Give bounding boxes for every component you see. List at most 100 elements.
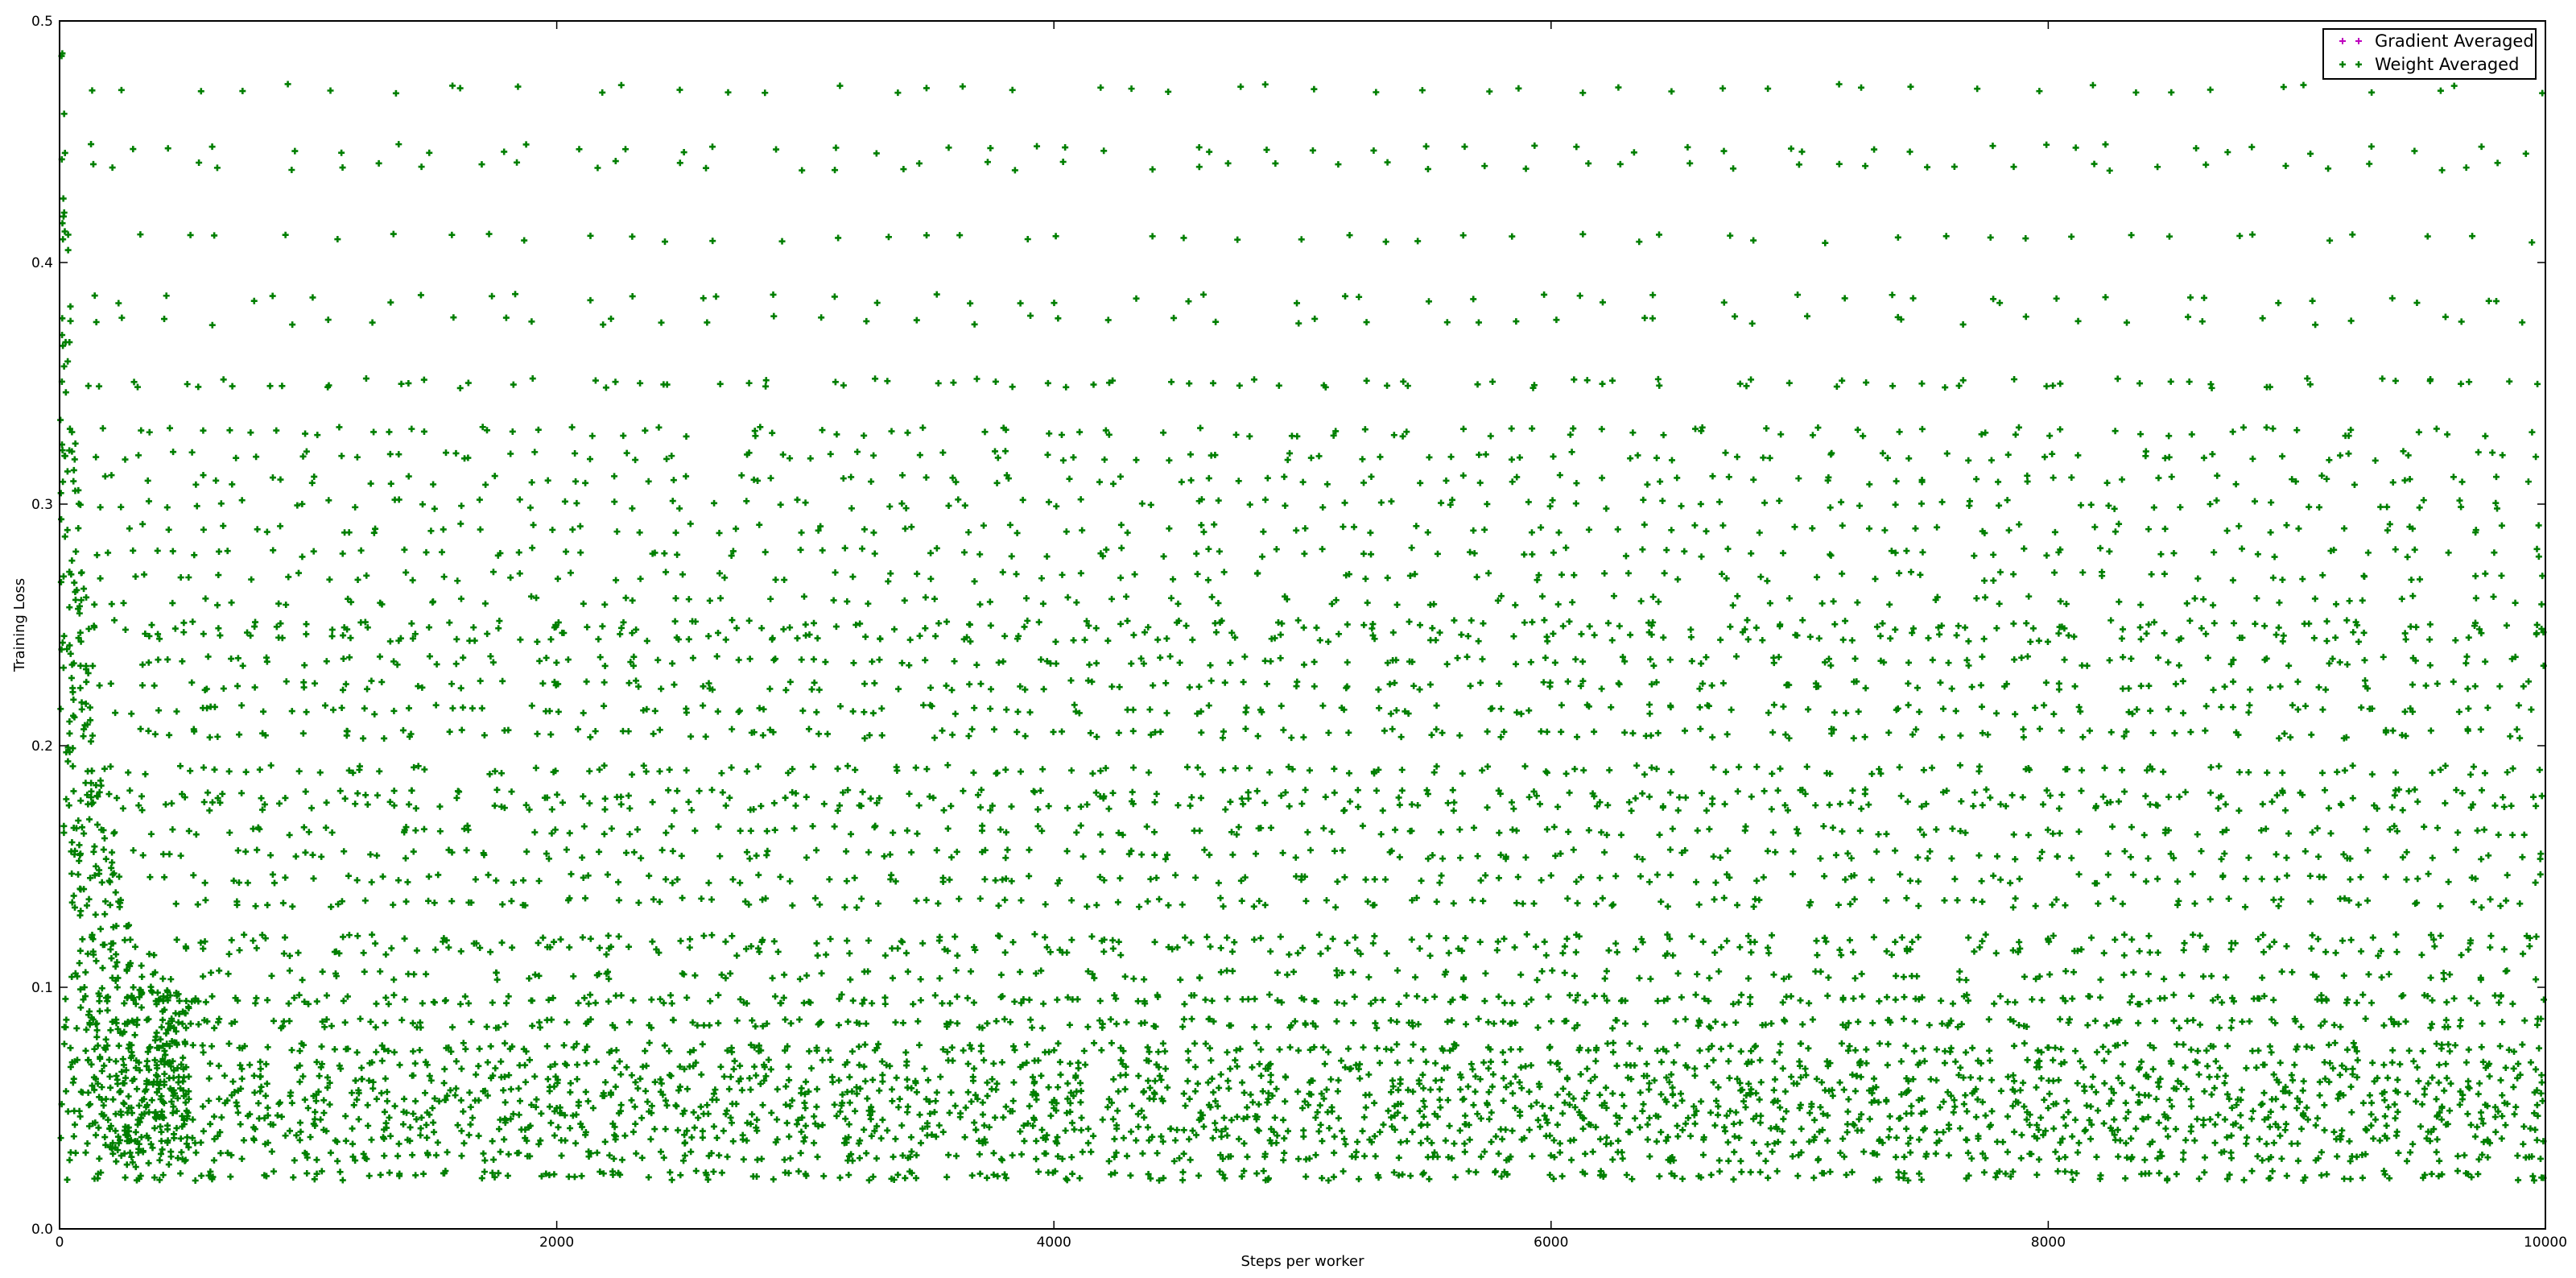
weight-averaged-point (1066, 475, 1073, 482)
weight-averaged-point (425, 897, 432, 904)
weight-averaged-point (1624, 1074, 1632, 1082)
weight-averaged-point (1906, 877, 1913, 884)
weight-averaged-point (1538, 524, 1545, 531)
weight-averaged-point (762, 383, 770, 390)
weight-averaged-point (815, 686, 823, 693)
weight-averaged-point (340, 933, 347, 941)
weight-averaged-point (1858, 1110, 1865, 1118)
weight-averaged-point (1838, 952, 1845, 959)
weight-averaged-point (500, 1086, 507, 1094)
weight-averaged-point (258, 795, 265, 802)
weight-averaged-point (1079, 527, 1086, 534)
weight-averaged-point (611, 473, 618, 480)
weight-averaged-point (1769, 770, 1776, 777)
weight-averaged-point (1808, 1103, 1815, 1110)
weight-averaged-point (1009, 1152, 1016, 1159)
weight-averaged-point (354, 576, 361, 583)
weight-averaged-point (244, 1112, 251, 1119)
weight-averaged-point (587, 232, 594, 239)
weight-averaged-point (786, 1155, 794, 1162)
weight-averaged-point (1836, 946, 1843, 953)
weight-averaged-point (320, 1097, 328, 1104)
weight-averaged-point (405, 379, 412, 387)
weight-averaged-point (767, 595, 774, 602)
weight-averaged-point (1668, 88, 1675, 95)
weight-averaged-point (995, 659, 1002, 666)
weight-averaged-point (1153, 875, 1160, 882)
weight-averaged-point (299, 553, 306, 560)
weight-averaged-point (604, 871, 611, 879)
weight-averaged-point (729, 876, 737, 883)
weight-averaged-point (1220, 767, 1227, 774)
weight-averaged-point (989, 802, 996, 809)
weight-averaged-point (665, 787, 672, 794)
weight-averaged-point (1554, 601, 1562, 608)
weight-averaged-point (786, 624, 794, 631)
weight-averaged-point (1344, 1045, 1352, 1053)
weight-averaged-point (965, 732, 972, 739)
weight-averaged-point (1769, 932, 1776, 939)
weight-averaged-point (642, 1062, 650, 1069)
weight-averaged-point (1577, 1071, 1584, 1078)
weight-averaged-point (815, 527, 822, 534)
weight-averaged-point (1228, 948, 1236, 955)
weight-averaged-point (1121, 1086, 1129, 1093)
weight-averaged-point (1821, 873, 1828, 880)
weight-averaged-point (154, 547, 161, 554)
weight-averaged-point (1150, 1089, 1158, 1096)
weight-averaged-point (1307, 846, 1315, 854)
weight-averaged-point (1711, 1018, 1719, 1025)
weight-averaged-point (1765, 1174, 1772, 1181)
weight-averaged-point (1856, 827, 1864, 834)
weight-averaged-point (268, 1148, 275, 1156)
weight-averaged-point (1897, 792, 1905, 800)
weight-averaged-point (686, 1063, 693, 1070)
weight-averaged-point (1340, 1135, 1348, 1143)
weight-averaged-point (1393, 1059, 1401, 1066)
weight-averaged-point (1720, 147, 1728, 155)
weight-averaged-point (1512, 602, 1519, 609)
weight-averaged-point (481, 1087, 489, 1094)
weight-averaged-point (449, 82, 456, 89)
weight-averaged-point (1641, 771, 1648, 778)
weight-averaged-point (629, 505, 636, 512)
weight-averaged-point (638, 1115, 646, 1122)
weight-averaged-point (415, 763, 422, 770)
weight-averaged-point (1424, 1153, 1431, 1160)
weight-averaged-point (526, 1122, 534, 1129)
weight-averaged-point (1384, 660, 1391, 667)
weight-averaged-point (1021, 1137, 1028, 1144)
weight-averaged-point (807, 999, 814, 1007)
weight-averaged-point (1647, 656, 1654, 663)
weight-averaged-point (1206, 851, 1213, 858)
weight-averaged-point (1603, 1134, 1610, 1141)
weight-averaged-point (105, 549, 112, 556)
weight-averaged-point (1495, 993, 1502, 1000)
weight-averaged-point (1884, 454, 1891, 461)
weight-averaged-point (1205, 702, 1212, 709)
weight-averaged-point (356, 766, 363, 773)
weight-averaged-point (1809, 1016, 1816, 1024)
weight-averaged-point (1299, 1105, 1306, 1111)
weight-averaged-point (1858, 970, 1865, 978)
weight-averaged-point (68, 974, 76, 981)
weight-averaged-point (538, 1110, 545, 1117)
weight-averaged-point (1124, 618, 1131, 625)
weight-averaged-point (1772, 849, 1779, 856)
weight-averaged-point (1212, 629, 1220, 636)
weight-averaged-point (408, 1072, 415, 1079)
weight-averaged-point (933, 846, 940, 854)
weight-averaged-point (295, 949, 302, 957)
weight-averaged-point (1418, 1122, 1425, 1129)
weight-averaged-point (1482, 451, 1489, 458)
weight-averaged-point (302, 849, 309, 856)
weight-averaged-point (819, 547, 826, 554)
weight-averaged-point (848, 1048, 856, 1055)
weight-averaged-point (524, 1152, 531, 1160)
weight-averaged-point (1795, 161, 1802, 168)
weight-averaged-point (932, 1098, 939, 1105)
weight-averaged-point (1331, 765, 1338, 772)
weight-averaged-point (1077, 569, 1084, 577)
weight-averaged-point (1633, 762, 1641, 769)
weight-averaged-point (504, 1173, 511, 1180)
